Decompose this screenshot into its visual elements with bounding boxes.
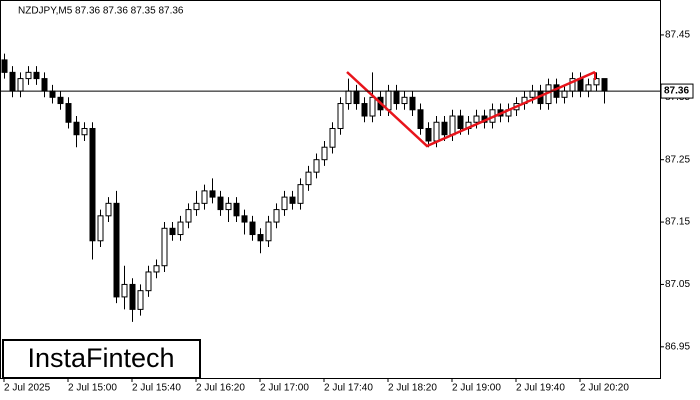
x-tick-label: 2 Jul 16:20 [196,383,245,394]
candle-body [57,96,64,105]
x-tick-label: 2 Jul 15:40 [132,383,181,394]
candle-body [233,202,240,217]
candle-body [417,109,424,129]
candle-body [153,265,160,273]
candle-body [225,202,232,211]
candle-body [329,127,336,148]
candle-body [433,121,440,142]
y-tick-label: 87.15 [665,217,690,228]
candle-body [361,103,368,117]
x-tick-label: 2 Jul 18:20 [388,383,437,394]
candle-body [265,221,272,242]
pattern-line [346,70,596,148]
candle-body [89,127,96,242]
candle-body [9,71,16,92]
candle-body [257,234,264,242]
x-tick-label: 2 Jul 15:00 [68,383,117,394]
chart-title: NZDJPY,M5 87.36 87.36 87.35 87.36 [18,6,184,17]
candle-body [281,196,288,211]
candle-body [129,283,136,310]
candle-body [217,196,224,211]
candle-body [73,121,80,136]
candle-body [1,59,8,73]
candle-body [441,121,448,136]
candle-body [201,190,208,204]
candle-body [393,90,400,105]
y-tick-label: 87.05 [665,279,690,290]
y-tick-label: 86.95 [665,341,690,352]
x-tick-label: 2 Jul 19:00 [452,383,501,394]
logo: InstaFintech [27,343,174,373]
candle-body [601,78,608,92]
candle-body [337,103,344,129]
logo-box [2,339,201,379]
candle-body [369,96,376,117]
candle-body [177,221,184,236]
candle-body [321,146,328,161]
x-tick-label: 2 Jul 19:40 [516,383,565,394]
candle-body [137,290,144,310]
y-tick-label: 87.25 [665,154,690,165]
x-tick-label: 2 Jul 17:00 [260,383,309,394]
candle-body [113,202,120,298]
candle-body [425,127,432,142]
x-tick-label: 2 Jul 17:40 [324,383,373,394]
candle-body [457,115,464,129]
current-price-label: 87.36 [664,86,689,97]
candle-body [585,84,592,92]
candle-body [185,209,192,223]
candle-body [81,127,88,136]
candle-body [561,90,568,98]
candle-body [241,215,248,223]
candle-body [105,202,112,217]
candle-body [353,90,360,105]
candle-body [193,202,200,211]
candle-body [17,78,24,92]
candle-body [161,227,168,267]
candle-body [169,227,176,236]
candle-body [401,96,408,105]
plot-frame [0,0,661,379]
candle-body [473,115,480,123]
x-tick-label: 2 Jul 20:20 [580,383,629,394]
current-price-box [660,83,694,99]
candle-body [593,78,600,86]
candle-body [49,90,56,98]
candle-body [41,78,48,92]
candle-body [33,71,40,80]
candle-body [97,215,104,242]
candle-body [25,71,32,80]
candle-body [65,103,72,123]
candle-body [145,271,152,292]
candle-body [273,209,280,223]
x-tick-label: 2 Jul 2025 [4,383,51,394]
candle-body [529,90,536,98]
candle-body [385,90,392,111]
candle-body [313,159,320,173]
candle-body [121,283,128,298]
candle-body [209,190,216,198]
candle-body [297,184,304,204]
marks [1,53,608,322]
candle-body [305,171,312,186]
y-tick-label: 87.45 [665,30,690,41]
candle-body [289,196,296,204]
candle-body [345,90,352,105]
candle-body [409,96,416,111]
candle-body [449,115,456,136]
candle-body [249,221,256,236]
